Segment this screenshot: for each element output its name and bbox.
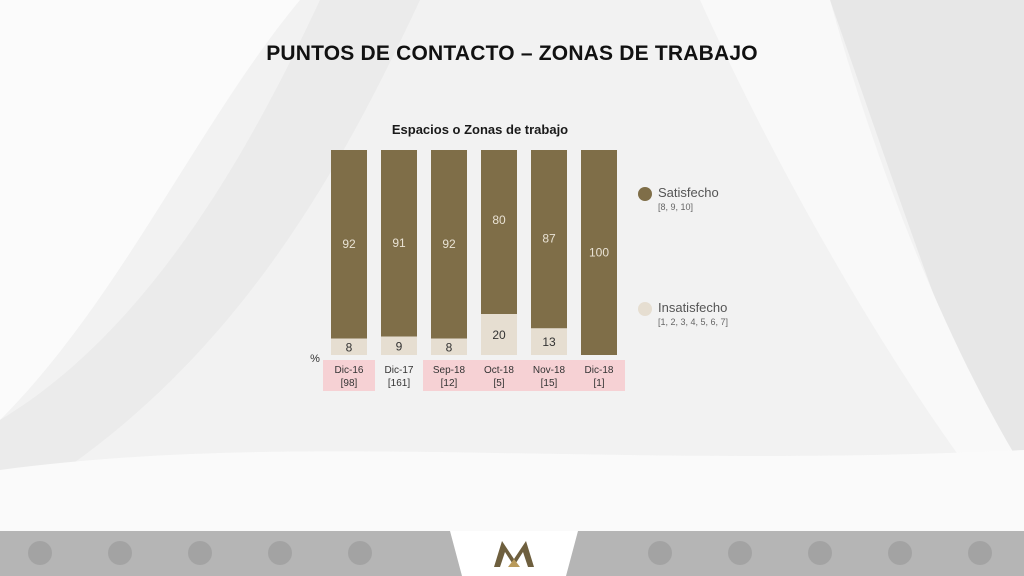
stacked-bar-chart: 92 8 Dic-16 [98] 91 9 Dic-17 [161] 92 8 Sep-18 [12]… [310, 150, 625, 391]
bar-insatisfecho [331, 338, 367, 355]
legend-label: Insatisfecho [658, 300, 728, 315]
brand-logo [450, 531, 578, 576]
category-base-label: [12] [441, 378, 458, 389]
category-base-label: [1] [593, 378, 604, 389]
data-label-satisfecho: 92 [342, 237, 356, 251]
category-base-label: [5] [493, 378, 504, 389]
legend-sub: [1, 2, 3, 4, 5, 6, 7] [658, 317, 729, 327]
bar-satisfecho [431, 150, 467, 339]
bar-insatisfecho [431, 338, 467, 355]
data-label-satisfecho: 92 [442, 237, 456, 251]
bar-satisfecho [581, 150, 617, 355]
footer-pattern [28, 541, 992, 565]
chart-title: Espacios o Zonas de trabajo [391, 122, 569, 137]
category-base-label: [15] [541, 378, 558, 389]
data-label-satisfecho: 91 [392, 236, 406, 250]
data-label-insatisfecho: 20 [492, 328, 506, 342]
bar-satisfecho [531, 150, 567, 329]
category-base-label: [161] [388, 378, 410, 389]
category-label: Dic-16 [335, 365, 364, 376]
category-highlight [523, 360, 575, 391]
data-label-satisfecho: 87 [542, 232, 556, 246]
bar-satisfecho [331, 150, 367, 339]
category-label: Nov-18 [533, 365, 566, 376]
category-highlight [573, 360, 625, 391]
bar-insatisfecho [531, 328, 567, 355]
insatisfecho-swatch-icon [638, 302, 652, 316]
legend-sub: [8, 9, 10] [658, 202, 694, 212]
category-label: Dic-17 [385, 365, 414, 376]
bar-insatisfecho [381, 336, 417, 355]
category-label: Dic-18 [585, 365, 614, 376]
category-base-label: [98] [341, 378, 358, 389]
data-label-insatisfecho: 9 [396, 339, 403, 353]
category-label: Oct-18 [484, 365, 514, 376]
legend-label: Satisfecho [658, 185, 719, 200]
category-label: Sep-18 [433, 365, 466, 376]
satisfecho-swatch-icon [638, 187, 652, 201]
data-label-insatisfecho: 13 [542, 335, 556, 349]
page-title: PUNTOS DE CONTACTO – ZONAS DE TRABAJO [266, 42, 758, 65]
data-label-satisfecho: 100 [589, 246, 609, 260]
data-label-insatisfecho: 8 [346, 340, 353, 354]
data-label-insatisfecho: 8 [446, 340, 453, 354]
category-highlight [423, 360, 475, 391]
bar-satisfecho [381, 150, 417, 337]
category-highlight [323, 360, 375, 391]
data-label-satisfecho: 80 [492, 213, 506, 227]
bar-satisfecho [481, 150, 517, 314]
category-highlight [473, 360, 525, 391]
y-axis-label: % [310, 353, 320, 365]
bar-insatisfecho [481, 314, 517, 355]
